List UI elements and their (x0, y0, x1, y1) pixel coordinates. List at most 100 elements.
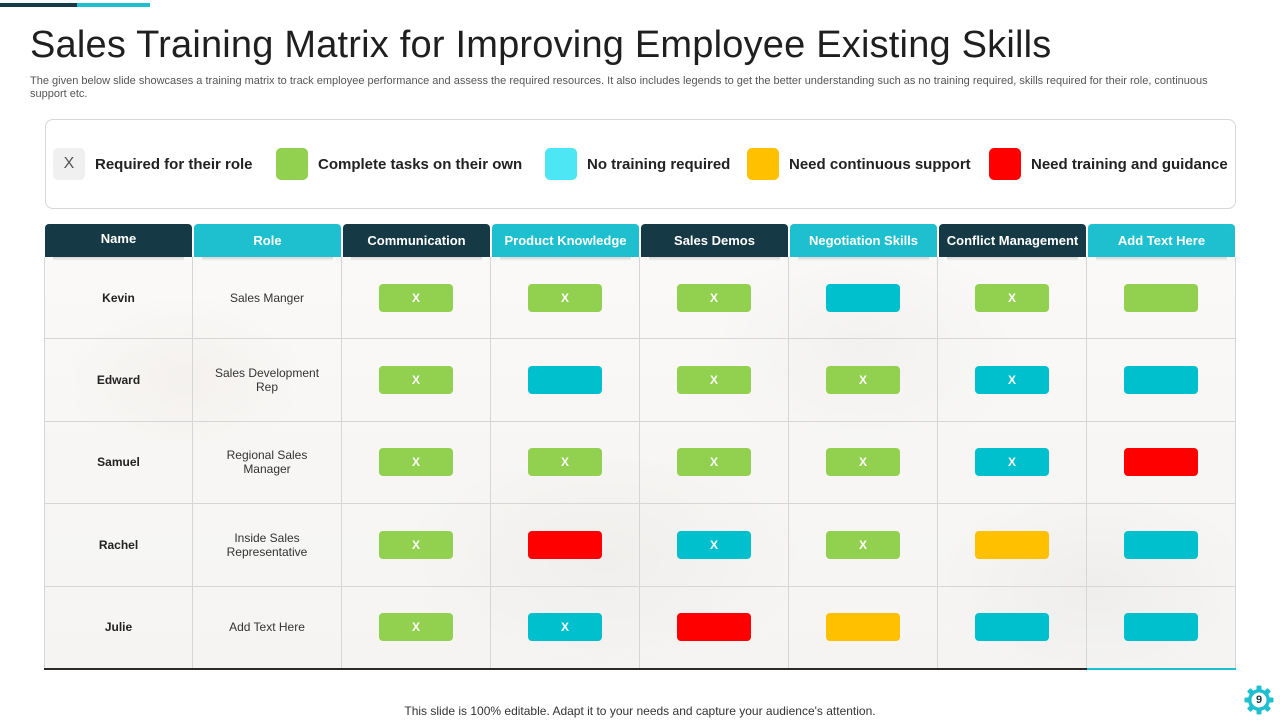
row-name-0: Kevin (44, 257, 193, 340)
matrix-cell: X (342, 504, 491, 587)
legend-swatch-red (989, 148, 1021, 180)
legend-item-required: X Required for their role (53, 148, 253, 180)
matrix-cell (1087, 421, 1236, 505)
matrix-cell: X (342, 257, 491, 340)
matrix-cell (1087, 257, 1236, 340)
status-pill-cyan: X (975, 448, 1049, 477)
matrix-cell (938, 586, 1087, 669)
slide-subtitle: The given below slide showcases a traini… (30, 75, 1208, 100)
status-pill-green: X (677, 448, 751, 477)
header-sales-demos: Sales Demos (641, 224, 788, 261)
status-pill-green: X (677, 366, 751, 395)
header-negotiation-skills: Negotiation Skills (790, 224, 937, 261)
legend-label-continuous-support: Need continuous support (789, 155, 971, 173)
matrix-cell (640, 586, 789, 669)
matrix-cell: X (789, 504, 938, 587)
row-role-4: Add Text Here (193, 586, 342, 669)
accent-bar-teal (77, 3, 150, 7)
legend-box: X Required for their role Complete tasks… (45, 119, 1236, 209)
table-bottom-line-accent (1087, 668, 1236, 670)
training-matrix-table: Name Role Communication Product Knowledg… (44, 224, 1236, 670)
top-accent-bar (0, 3, 150, 7)
status-pill-green: X (379, 283, 453, 312)
matrix-cell: X (491, 421, 640, 505)
matrix-cell (491, 504, 640, 587)
status-pill-green: X (826, 530, 900, 559)
row-role-3: Inside Sales Representative (193, 504, 342, 587)
legend-label-training-guidance: Need training and guidance (1031, 155, 1228, 173)
matrix-cell (491, 339, 640, 422)
header-name: Name (45, 224, 192, 261)
header-product-knowledge: Product Knowledge (492, 224, 639, 261)
legend-item-continuous-support: Need continuous support (747, 148, 971, 180)
legend-swatch-cyan (545, 148, 577, 180)
slide-title: Sales Training Matrix for Improving Empl… (30, 24, 1052, 66)
status-pill-green: X (528, 283, 602, 312)
row-name-2: Samuel (44, 421, 193, 505)
status-pill-red (1124, 448, 1198, 477)
status-pill-red (528, 530, 602, 559)
status-pill-green: X (379, 613, 453, 642)
status-pill-green: X (975, 283, 1049, 312)
legend-swatch-amber (747, 148, 779, 180)
gear-icon (1244, 685, 1274, 715)
matrix-cell: X (938, 339, 1087, 422)
legend-label-required: Required for their role (95, 155, 253, 173)
status-pill-green: X (826, 366, 900, 395)
legend-swatch-green (276, 148, 308, 180)
legend-item-complete: Complete tasks on their own (276, 148, 522, 180)
header-role: Role (194, 224, 341, 261)
status-pill-cyan (826, 283, 900, 312)
status-pill-green: X (379, 366, 453, 395)
legend-item-training-guidance: Need training and guidance (989, 148, 1228, 180)
status-pill-cyan (1124, 366, 1198, 395)
page-number: 9 (1255, 694, 1263, 706)
matrix-cell: X (342, 586, 491, 669)
page-badge: 9 (1243, 684, 1275, 716)
matrix-cell: X (938, 421, 1087, 505)
header-communication: Communication (343, 224, 490, 261)
row-role-1: Sales Development Rep (193, 339, 342, 422)
matrix-cell (1087, 504, 1236, 587)
status-pill-green (1124, 283, 1198, 312)
slide-footer: This slide is 100% editable. Adapt it to… (404, 704, 876, 718)
matrix-cell: X (491, 586, 640, 669)
status-pill-cyan: X (975, 366, 1049, 395)
accent-bar-dark (0, 3, 77, 7)
status-pill-green: X (379, 448, 453, 477)
legend-item-no-training: No training required (545, 148, 730, 180)
status-pill-cyan (1124, 530, 1198, 559)
legend-swatch-x: X (53, 148, 85, 180)
header-conflict-management: Conflict Management (939, 224, 1086, 261)
matrix-cell: X (640, 504, 789, 587)
matrix-cell (789, 586, 938, 669)
matrix-cell: X (789, 421, 938, 505)
matrix-cell (789, 257, 938, 340)
status-pill-green: X (677, 283, 751, 312)
matrix-cell (938, 504, 1087, 587)
status-pill-green: X (528, 448, 602, 477)
row-name-4: Julie (44, 586, 193, 669)
table-bottom-line (44, 668, 1236, 670)
matrix-cell: X (640, 421, 789, 505)
status-pill-amber (975, 530, 1049, 559)
row-name-3: Rachel (44, 504, 193, 587)
matrix-cell: X (342, 339, 491, 422)
matrix-grid: Name Role Communication Product Knowledg… (44, 224, 1236, 670)
row-role-2: Regional Sales Manager (193, 421, 342, 505)
matrix-cell: X (342, 421, 491, 505)
matrix-cell: X (640, 339, 789, 422)
matrix-cell: X (491, 257, 640, 340)
status-pill-green: X (826, 448, 900, 477)
row-name-1: Edward (44, 339, 193, 422)
matrix-cell: X (640, 257, 789, 340)
status-pill-cyan (528, 366, 602, 395)
header-add-text: Add Text Here (1088, 224, 1235, 261)
status-pill-green: X (379, 530, 453, 559)
row-role-0: Sales Manger (193, 257, 342, 340)
matrix-cell: X (938, 257, 1087, 340)
matrix-cell (1087, 339, 1236, 422)
status-pill-cyan: X (528, 613, 602, 642)
matrix-cell (1087, 586, 1236, 669)
legend-label-complete: Complete tasks on their own (318, 155, 523, 173)
